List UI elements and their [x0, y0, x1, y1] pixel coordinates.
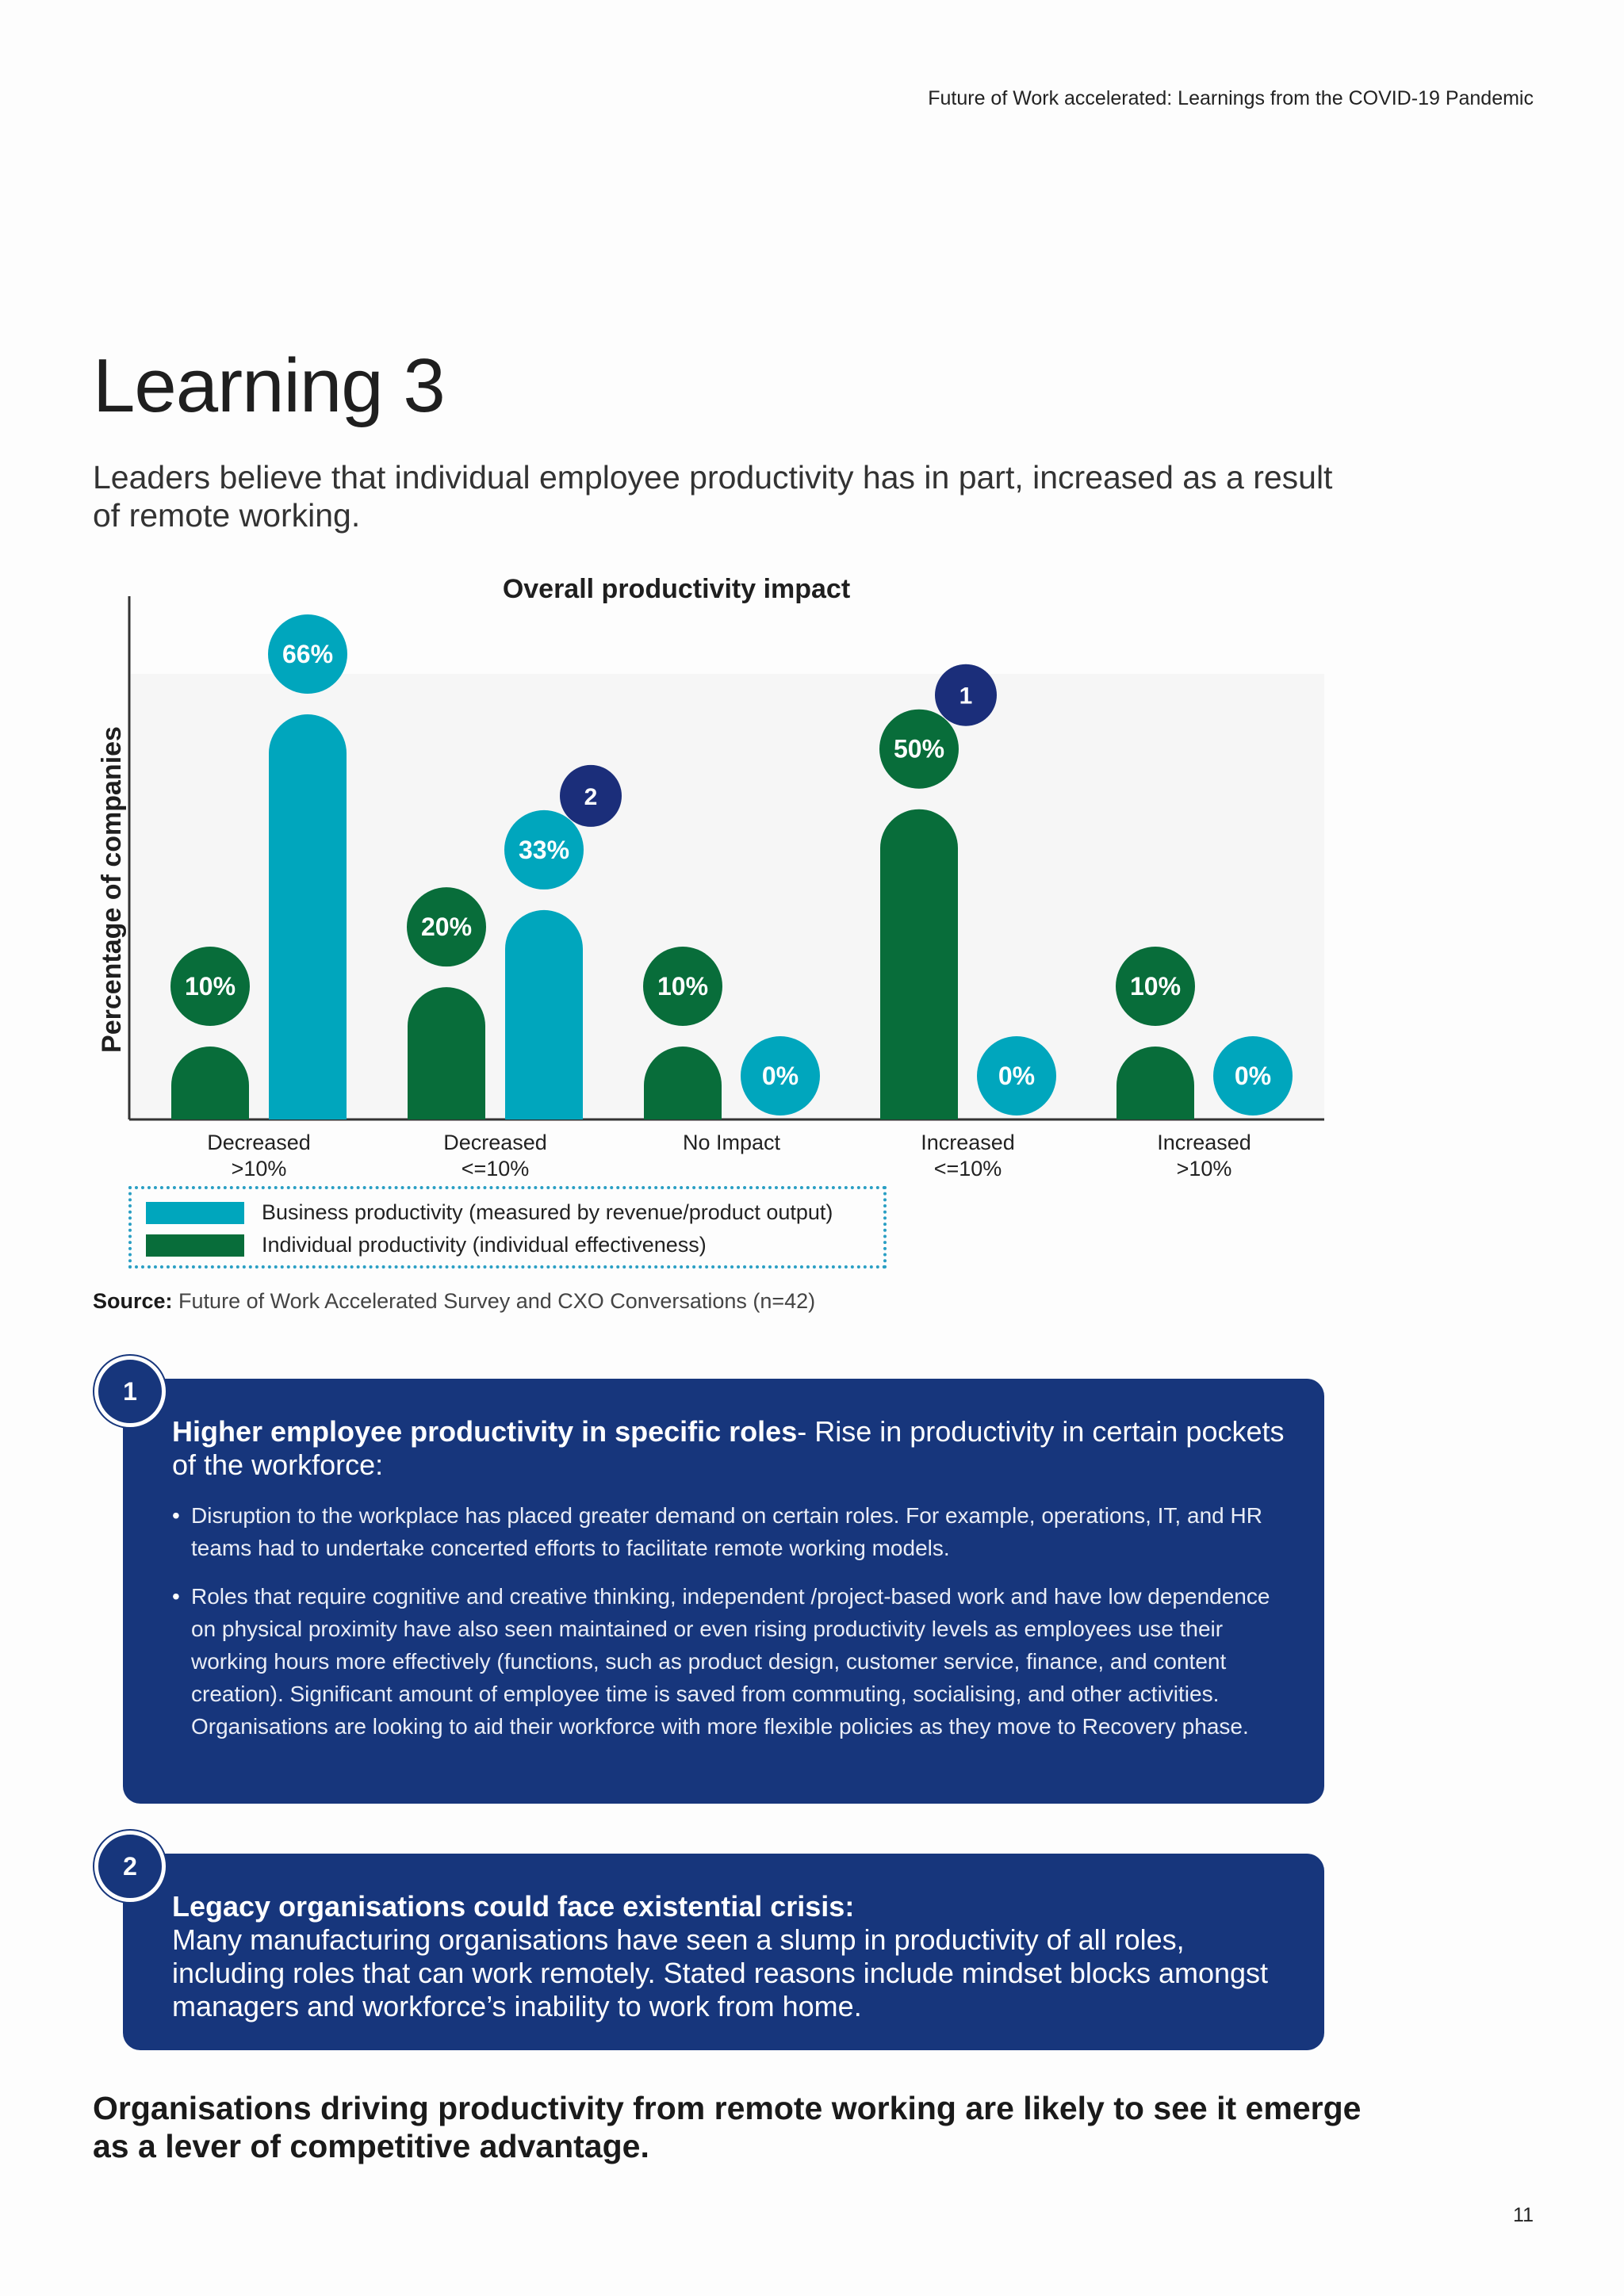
data-label: 10%: [185, 972, 236, 1001]
callout-1-bullets: Disruption to the workplace has placed g…: [172, 1499, 1285, 1743]
chart-marker: [935, 664, 997, 726]
data-label-bubble: [1116, 947, 1195, 1026]
legend-label-business: Business productivity (measured by reven…: [262, 1200, 833, 1224]
running-header: Future of Work accelerated: Learnings fr…: [928, 87, 1534, 109]
x-tick-label: >10%: [1177, 1157, 1232, 1181]
bar-individual: [880, 809, 958, 1119]
chart-marker-number: 1: [959, 683, 973, 710]
source-text: Future of Work Accelerated Survey and CX…: [178, 1289, 816, 1313]
x-tick-label: Increased: [1157, 1131, 1251, 1154]
callout-1-heading: Higher employee productivity in specific…: [172, 1415, 1285, 1482]
legend-swatch-business: [146, 1201, 244, 1224]
callout-box-2: Legacy organisations could face existent…: [123, 1854, 1324, 2050]
legend-item-business: Business productivity (measured by reven…: [146, 1200, 833, 1225]
data-label-bubble: [1213, 1036, 1293, 1115]
bar-individual: [644, 1047, 722, 1119]
legend-swatch-individual: [146, 1234, 244, 1257]
callout-1-bullet: Roles that require cognitive and creativ…: [172, 1580, 1285, 1743]
data-label: 0%: [762, 1062, 799, 1090]
source-note: Source: Future of Work Accelerated Surve…: [93, 1289, 815, 1314]
bar-individual: [171, 1047, 249, 1119]
x-tick-label: <=10%: [462, 1157, 530, 1181]
data-label: 10%: [657, 972, 708, 1001]
data-label: 33%: [519, 836, 569, 864]
callout-1-number-badge: 1: [94, 1356, 166, 1427]
data-label-bubble: [268, 614, 347, 694]
bar-individual: [408, 987, 485, 1119]
data-label-bubble: [977, 1036, 1056, 1115]
legend-item-individual: Individual productivity (individual effe…: [146, 1233, 707, 1257]
data-label: 50%: [894, 735, 944, 763]
data-label: 10%: [1130, 972, 1181, 1001]
callout-1-bullet: Disruption to the workplace has placed g…: [172, 1499, 1285, 1564]
x-tick-label: Increased: [921, 1131, 1015, 1154]
data-label-bubble: [741, 1036, 820, 1115]
conclusion-statement: Organisations driving productivity from …: [93, 2090, 1362, 2164]
legend-label-individual: Individual productivity (individual effe…: [262, 1233, 707, 1257]
y-axis-label: Percentage of companies: [97, 726, 127, 1053]
data-label-bubble: [879, 709, 959, 789]
chart-marker: [560, 764, 622, 827]
page-number: 11: [1513, 2204, 1534, 2226]
callout-1-heading-rest: - Rise in productivity in certain pocket…: [172, 1415, 1285, 1481]
callout-2-heading: Legacy organisations could face existent…: [172, 1890, 1285, 1923]
bar-individual: [1116, 1047, 1194, 1119]
x-tick-label: <=10%: [934, 1157, 1002, 1181]
chart-title: Overall productivity impact: [503, 574, 850, 604]
callout-2-body: Many manufacturing organisations have se…: [172, 1923, 1269, 2022]
bar-business: [505, 909, 583, 1119]
page-title: Learning 3: [93, 343, 446, 428]
callout-2-number-badge: 2: [94, 1831, 166, 1902]
data-label-bubble: [170, 947, 250, 1026]
x-tick-label: >10%: [232, 1157, 287, 1181]
data-label: 20%: [421, 913, 472, 941]
callout-1-heading-bold: Higher employee productivity in specific…: [172, 1415, 798, 1448]
callout-2-heading-bold: Legacy organisations could face existent…: [172, 1890, 855, 1923]
page-subtitle: Leaders believe that individual employee…: [93, 459, 1333, 534]
bar-business: [269, 714, 347, 1119]
x-tick-label: No Impact: [683, 1131, 781, 1154]
data-label: 0%: [1235, 1062, 1271, 1090]
productivity-chart: Overall productivity impact Percentage of…: [97, 574, 1324, 1181]
x-tick-label: Decreased: [207, 1131, 311, 1154]
chart-marker-number: 2: [584, 784, 598, 810]
data-label-bubble: [643, 947, 722, 1026]
data-label: 0%: [998, 1062, 1035, 1090]
callout-box-1: Higher employee productivity in specific…: [123, 1379, 1324, 1804]
data-label: 66%: [282, 640, 333, 668]
source-label: Source:: [93, 1289, 173, 1313]
data-label-bubble: [504, 809, 584, 890]
x-tick-label: Decreased: [443, 1131, 547, 1154]
chart-legend: Business productivity (measured by reven…: [128, 1186, 887, 1269]
data-label-bubble: [407, 887, 486, 967]
